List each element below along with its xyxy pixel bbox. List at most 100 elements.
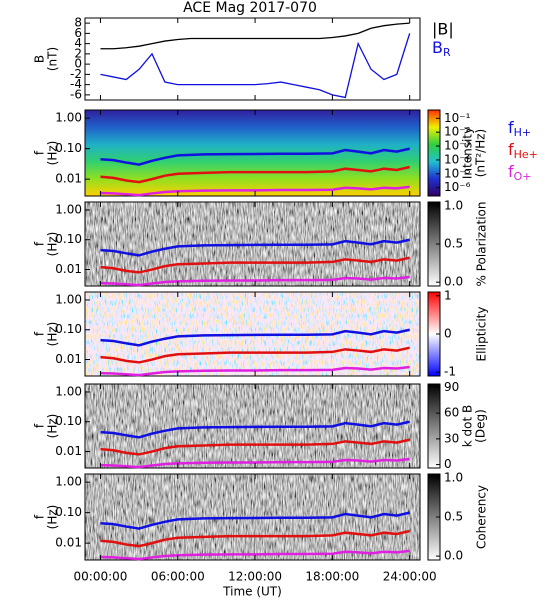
colorbar-tick-label: 0.0: [444, 549, 463, 563]
legend-label-base: f: [508, 118, 514, 137]
y-tick-label: 0.10: [55, 322, 82, 336]
legend-label-sub: R: [443, 46, 451, 59]
colorbar-tick-label: 30: [444, 431, 459, 445]
y-tick-label: 0.01: [55, 444, 82, 458]
y-axis-label: f: [33, 331, 47, 336]
colorbar-tick-label: 10⁻²: [444, 125, 471, 139]
y-tick-label: 0.10: [55, 505, 82, 519]
colorbar-tick-label: 1: [444, 288, 452, 302]
x-tick-label: 12:00:00: [228, 570, 282, 584]
gyrofrequency-line: [100, 365, 410, 377]
chart-title: ACE Mag 2017-070: [183, 0, 317, 16]
gyrofrequency-line: [100, 256, 410, 274]
y-axis-label: f: [33, 514, 47, 519]
colorbar-tick-label: 10⁻³: [444, 139, 471, 153]
y-tick-label: -4: [70, 77, 82, 91]
gyrofrequency-line: [100, 165, 410, 184]
y-axis-unit: (nT): [46, 47, 60, 71]
gyrofrequency-line: [100, 438, 410, 456]
y-axis-unit: (Hz): [46, 141, 60, 166]
plot-frame: [84, 291, 421, 377]
colorbar: [427, 383, 441, 469]
plot-frame: [84, 17, 421, 101]
gyrofrequency-line: [100, 529, 410, 548]
colorbar-unit: (Deg): [474, 409, 488, 443]
y-tick-label: 0: [74, 57, 82, 71]
y-tick-label: 0.01: [55, 262, 82, 276]
y-axis-unit: (Hz): [46, 505, 60, 530]
y-axis-unit: (Hz): [46, 414, 60, 439]
colorbar-label: % Polarization: [475, 202, 489, 287]
colorbar-tick-label: 10⁻⁴: [444, 152, 471, 166]
y-tick-label: 1.00: [55, 202, 82, 216]
gyrofrequency-line: [100, 147, 410, 166]
gyrofrequency-line: [100, 457, 410, 469]
gyrofrequency-line: [100, 238, 410, 257]
y-axis-label: f: [33, 423, 47, 428]
colorbar-label: Intensity: [461, 127, 475, 179]
legend-label-sub: H+: [514, 126, 532, 139]
y-tick-label: 1.00: [55, 292, 82, 306]
gyrofrequency-line: [100, 185, 410, 197]
legend-label: |B|: [432, 20, 454, 39]
legend-label-base: f: [508, 162, 514, 181]
y-tick-label: 0.10: [55, 232, 82, 246]
x-tick-label: 18:00:00: [305, 570, 359, 584]
colorbar-tick-label: 1.0: [444, 470, 463, 484]
colorbar-label: k dot B: [461, 405, 475, 447]
colorbar-tick-label: 0: [444, 457, 452, 471]
y-tick-label: 1.00: [55, 475, 82, 489]
y-tick-label: 0.01: [55, 352, 82, 366]
legend-label-sub: O+: [514, 170, 532, 183]
y-axis-label: f: [33, 150, 47, 155]
legend-label: fHe+: [508, 140, 538, 162]
legend-label: fO+: [508, 162, 532, 184]
colorbar-tick-label: 10⁻⁶: [444, 180, 471, 194]
legend-label-base: B: [432, 38, 443, 57]
colorbar-tick-label: -1: [444, 365, 456, 379]
y-tick-label: 1.00: [55, 111, 82, 125]
colorbar-tick-label: 0: [444, 327, 452, 341]
colorbar-tick-label: 0.5: [444, 237, 463, 251]
x-axis-label: Time (UT): [222, 585, 282, 599]
y-tick-label: 8: [74, 16, 82, 30]
colorbar-tick-label: 10⁻⁵: [444, 166, 471, 180]
colorbar-label: Ellipticity: [475, 307, 489, 362]
y-tick-label: 0.10: [55, 414, 82, 428]
y-axis-label: B: [33, 55, 47, 63]
y-axis-unit: (Hz): [46, 232, 60, 257]
colorbar-tick-label: 0.5: [444, 510, 463, 524]
colorbar-label: Coherency: [475, 485, 489, 549]
y-tick-label: 2: [74, 46, 82, 60]
plot-frame: [84, 383, 421, 469]
data-line: [100, 22, 410, 50]
gyrofrequency-line: [100, 346, 410, 364]
plot-frame: [84, 201, 421, 287]
y-axis-unit: (Hz): [46, 322, 60, 347]
gyrofrequency-line: [100, 275, 410, 287]
gyrofrequency-line: [100, 511, 410, 530]
colorbar-tick-label: 60: [444, 406, 459, 420]
colorbar: [427, 109, 441, 197]
x-tick-label: 00:00:00: [74, 570, 128, 584]
legend-label-base: f: [508, 140, 514, 159]
y-tick-label: -6: [70, 87, 82, 101]
y-tick-label: 0.01: [55, 536, 82, 550]
gyrofrequency-line: [100, 420, 410, 439]
legend-label: BR: [432, 38, 451, 60]
plot-frame: [84, 109, 421, 197]
colorbar-tick-label: 10⁻¹: [444, 111, 471, 125]
colorbar-tick-label: 0.0: [444, 275, 463, 289]
y-tick-label: 1.00: [55, 384, 82, 398]
y-tick-label: 0.01: [55, 172, 82, 186]
legend-label-sub: He+: [514, 148, 538, 161]
legend-label: fH+: [508, 118, 531, 140]
colorbar-tick-label: 1.0: [444, 198, 463, 212]
colorbar-unit: (nT²/Hz): [474, 129, 488, 177]
x-tick-label: 06:00:00: [151, 570, 205, 584]
gyrofrequency-line: [100, 549, 410, 561]
plot-frame: [84, 473, 421, 561]
y-axis-label: f: [33, 241, 47, 246]
y-tick-label: 6: [74, 26, 82, 40]
